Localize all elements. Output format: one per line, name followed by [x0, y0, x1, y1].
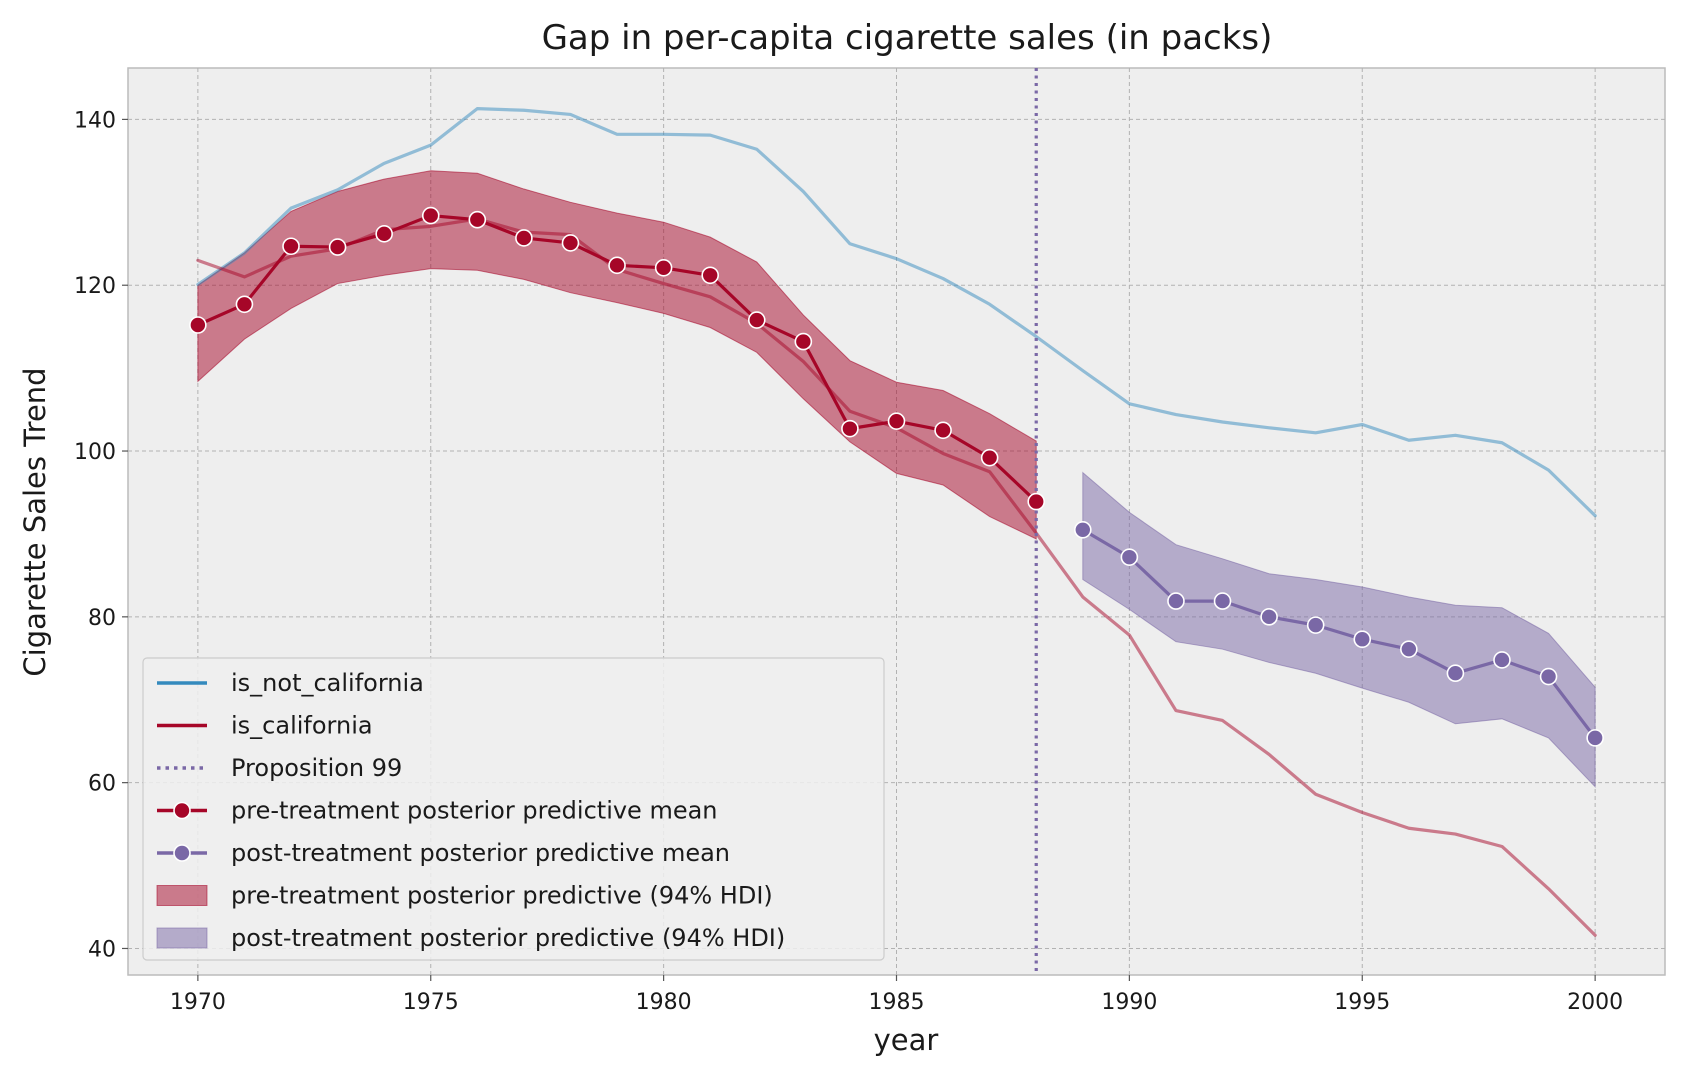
legend-key-post-treatment-posterior-predictive-94-hdi [156, 927, 208, 949]
point-pre-treatment-posterior-predictive-mean [747, 311, 766, 329]
point-pre-treatment-posterior-predictive-mean [654, 259, 673, 277]
line-is-not-california [196, 107, 1597, 518]
point-post-treatment-posterior-predictive-mean [1120, 548, 1139, 566]
series-markers [189, 206, 1604, 747]
point-post-treatment-posterior-predictive-mean [1074, 520, 1092, 539]
point-pre-treatment-posterior-predictive-mean [468, 210, 487, 229]
point-pre-treatment-posterior-predictive-mean [561, 234, 580, 252]
x-axis-title: year [874, 1023, 939, 1057]
point-pre-treatment-posterior-predictive-mean [841, 419, 859, 438]
y-tick-label: 100 [74, 440, 116, 465]
x-tick-label: 1985 [869, 990, 925, 1015]
point-post-treatment-posterior-predictive-mean [1213, 592, 1232, 610]
legend-frame [142, 657, 885, 961]
chart-legend: is_not_california is_california Propositio… [142, 657, 885, 961]
y-tick-label: 60 [88, 772, 116, 797]
legend-label: pre-treatment posterior predictive mean [231, 797, 718, 825]
point-pre-treatment-posterior-predictive-mean [189, 316, 207, 334]
legend-key-pre-treatment-posterior-predictive-94-hdi [156, 885, 208, 906]
band-pre-treatment-posterior-predictive-94-hdi [197, 170, 1037, 540]
point-pre-treatment-posterior-predictive-mean [887, 412, 906, 430]
point-post-treatment-posterior-predictive-mean [1260, 608, 1278, 626]
x-tick-label: 1995 [1334, 990, 1390, 1015]
legend-key-post-treatment-posterior-predictive-mean-marker [173, 844, 191, 862]
legend-label: Proposition 99 [231, 754, 402, 782]
point-pre-treatment-posterior-predictive-mean [515, 229, 533, 247]
chart-title: Gap in per-capita cigarette sales (in pa… [542, 18, 1273, 58]
point-pre-treatment-posterior-predictive-mean [980, 448, 999, 467]
point-pre-treatment-posterior-predictive-mean [328, 238, 347, 256]
point-pre-treatment-posterior-predictive-mean [235, 295, 254, 314]
legend-key-pre-treatment-posterior-predictive-mean-marker [173, 801, 191, 820]
legend-label: is_california [231, 712, 373, 740]
x-tick-label: 1970 [170, 990, 226, 1015]
point-pre-treatment-posterior-predictive-mean [421, 206, 440, 225]
point-pre-treatment-posterior-predictive-mean [794, 332, 813, 351]
x-tick-label: 1990 [1101, 990, 1157, 1015]
point-pre-treatment-posterior-predictive-mean [1027, 492, 1046, 511]
x-tick-label: 1980 [636, 990, 692, 1015]
point-post-treatment-posterior-predictive-mean [1306, 616, 1325, 634]
legend-label: is_not_california [231, 669, 424, 697]
y-tick-label: 120 [74, 274, 116, 299]
x-tick-label: 1975 [403, 990, 459, 1015]
legend-label: pre-treatment posterior predictive (94% … [231, 882, 773, 910]
y-tick-label: 80 [88, 606, 116, 631]
point-pre-treatment-posterior-predictive-mean [608, 256, 626, 275]
point-post-treatment-posterior-predictive-mean [1586, 729, 1604, 747]
y-tick-label: 140 [74, 108, 116, 133]
y-tick-label: 40 [88, 937, 116, 962]
point-pre-treatment-posterior-predictive-mean [282, 237, 300, 256]
x-tick-label: 2000 [1567, 990, 1623, 1015]
legend-label: post-treatment posterior predictive (94%… [231, 924, 785, 952]
band-post-treatment-posterior-predictive-94-hdi [1082, 471, 1596, 789]
point-post-treatment-posterior-predictive-mean [1167, 592, 1185, 610]
point-post-treatment-posterior-predictive-mean [1446, 664, 1465, 683]
point-pre-treatment-posterior-predictive-mean [701, 266, 719, 285]
point-post-treatment-posterior-predictive-mean [1400, 640, 1418, 658]
legend-label: post-treatment posterior predictive mean [231, 839, 730, 867]
y-axis-title: Cigarette Sales Trend [18, 367, 52, 676]
point-pre-treatment-posterior-predictive-mean [934, 421, 952, 440]
point-post-treatment-posterior-predictive-mean [1353, 630, 1372, 649]
point-post-treatment-posterior-predictive-mean [1539, 667, 1558, 686]
point-pre-treatment-posterior-predictive-mean [375, 225, 393, 243]
point-post-treatment-posterior-predictive-mean [1493, 651, 1511, 669]
axis-ticks: 1970 1975 1980 1985 1990 1995 2000 40 60 80 100 120… [74, 108, 1623, 1015]
hdi-bands [197, 170, 1596, 789]
